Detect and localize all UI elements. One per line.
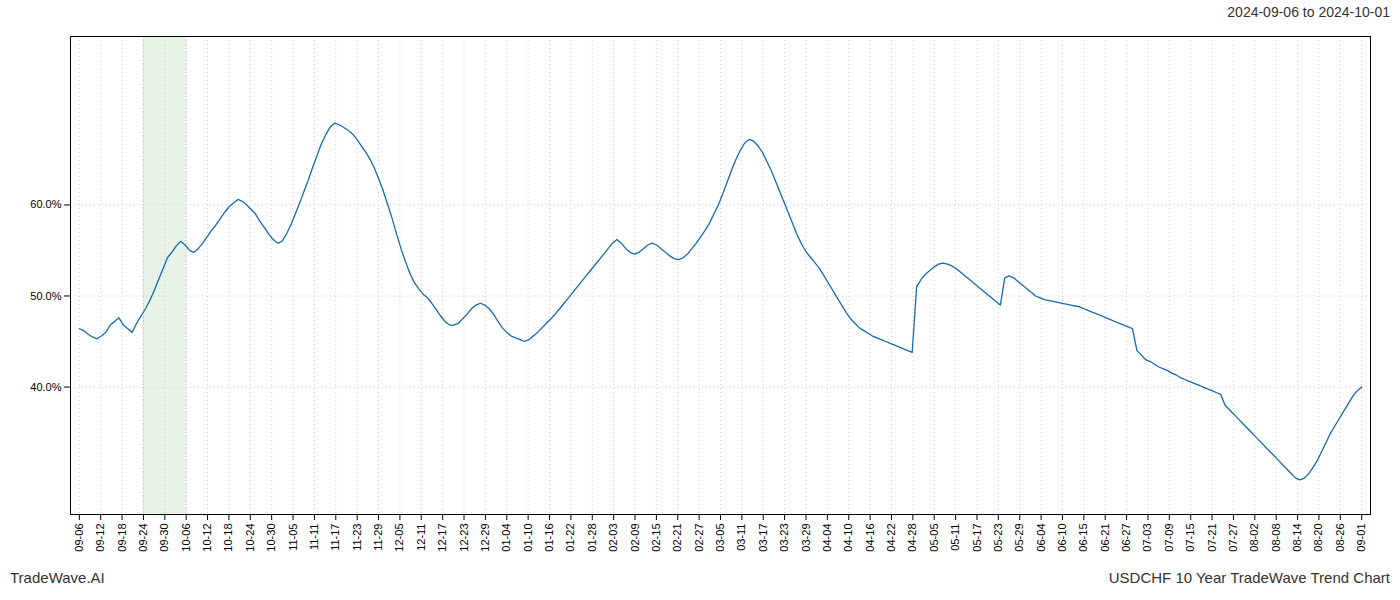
svg-text:11-29: 11-29 bbox=[372, 524, 384, 551]
svg-text:06-10: 06-10 bbox=[1056, 524, 1068, 552]
svg-text:06-27: 06-27 bbox=[1120, 524, 1132, 552]
svg-text:10-24: 10-24 bbox=[244, 524, 256, 552]
svg-text:05-11: 05-11 bbox=[949, 524, 961, 551]
svg-text:03-11: 03-11 bbox=[735, 524, 747, 551]
svg-text:01-10: 01-10 bbox=[522, 524, 534, 552]
svg-text:12-17: 12-17 bbox=[436, 524, 448, 552]
svg-text:10-18: 10-18 bbox=[222, 524, 234, 552]
svg-text:40.0%: 40.0% bbox=[30, 381, 61, 393]
html-text:2024-09-06 to 2024-10-01: 2024-09-06 to 2024-10-01 bbox=[1227, 4, 1390, 20]
svg-text:09-24: 09-24 bbox=[137, 524, 149, 552]
html-text:USDCHF 10 Year TradeWave Trend: USDCHF 10 Year TradeWave Trend Chart bbox=[1108, 569, 1390, 586]
svg-text:07-27: 07-27 bbox=[1227, 524, 1239, 552]
svg-text:12-11: 12-11 bbox=[415, 524, 427, 551]
svg-text:03-23: 03-23 bbox=[778, 524, 790, 552]
svg-text:01-04: 01-04 bbox=[500, 524, 512, 552]
svg-text:01-16: 01-16 bbox=[543, 524, 555, 552]
svg-text:05-17: 05-17 bbox=[970, 524, 982, 552]
svg-text:06-21: 06-21 bbox=[1099, 524, 1111, 552]
svg-text:02-21: 02-21 bbox=[671, 524, 683, 552]
svg-text:01-28: 01-28 bbox=[586, 524, 598, 552]
svg-text:50.0%: 50.0% bbox=[30, 290, 61, 302]
svg-text:12-23: 12-23 bbox=[458, 524, 470, 552]
svg-text:03-29: 03-29 bbox=[800, 524, 812, 552]
svg-text:03-05: 03-05 bbox=[714, 524, 726, 552]
svg-text:06-04: 06-04 bbox=[1035, 524, 1047, 552]
svg-text:60.0%: 60.0% bbox=[30, 198, 61, 210]
svg-text:02-03: 02-03 bbox=[607, 524, 619, 552]
svg-text:05-05: 05-05 bbox=[928, 524, 940, 552]
svg-text:02-15: 02-15 bbox=[650, 524, 662, 552]
svg-text:02-27: 02-27 bbox=[693, 524, 705, 552]
svg-text:09-30: 09-30 bbox=[158, 524, 170, 552]
svg-text:04-22: 04-22 bbox=[885, 524, 897, 552]
svg-text:08-08: 08-08 bbox=[1270, 524, 1282, 552]
svg-text:04-04: 04-04 bbox=[821, 524, 833, 552]
svg-text:01-22: 01-22 bbox=[564, 524, 576, 552]
svg-text:05-23: 05-23 bbox=[992, 524, 1004, 552]
svg-text:12-29: 12-29 bbox=[479, 524, 491, 552]
svg-text:05-29: 05-29 bbox=[1013, 524, 1025, 552]
svg-text:04-28: 04-28 bbox=[906, 524, 918, 552]
svg-text:12-05: 12-05 bbox=[393, 524, 405, 552]
svg-text:09-01: 09-01 bbox=[1355, 524, 1367, 552]
svg-text:11-11: 11-11 bbox=[308, 524, 320, 551]
svg-text:11-05: 11-05 bbox=[287, 524, 299, 551]
svg-text:07-21: 07-21 bbox=[1206, 524, 1218, 552]
svg-text:08-02: 08-02 bbox=[1248, 524, 1260, 552]
svg-text:09-12: 09-12 bbox=[94, 524, 106, 552]
svg-text:10-30: 10-30 bbox=[265, 524, 277, 552]
svg-text:10-12: 10-12 bbox=[201, 524, 213, 552]
svg-text:06-15: 06-15 bbox=[1077, 524, 1089, 552]
svg-text:08-20: 08-20 bbox=[1312, 524, 1324, 552]
svg-text:07-09: 07-09 bbox=[1163, 524, 1175, 552]
svg-text:11-17: 11-17 bbox=[329, 524, 341, 551]
svg-text:04-10: 04-10 bbox=[842, 524, 854, 552]
svg-text:09-18: 09-18 bbox=[116, 524, 128, 552]
svg-text:07-03: 07-03 bbox=[1141, 524, 1153, 552]
svg-text:11-23: 11-23 bbox=[351, 524, 363, 551]
svg-text:09-06: 09-06 bbox=[73, 524, 85, 552]
svg-text:02-09: 02-09 bbox=[629, 524, 641, 552]
svg-text:08-26: 08-26 bbox=[1334, 524, 1346, 552]
svg-text:03-17: 03-17 bbox=[757, 524, 769, 552]
svg-text:07-15: 07-15 bbox=[1184, 524, 1196, 552]
html-text:TradeWave.AI: TradeWave.AI bbox=[10, 569, 105, 586]
svg-text:08-14: 08-14 bbox=[1291, 524, 1303, 552]
svg-text:04-16: 04-16 bbox=[864, 524, 876, 552]
svg-text:10-06: 10-06 bbox=[180, 524, 192, 552]
